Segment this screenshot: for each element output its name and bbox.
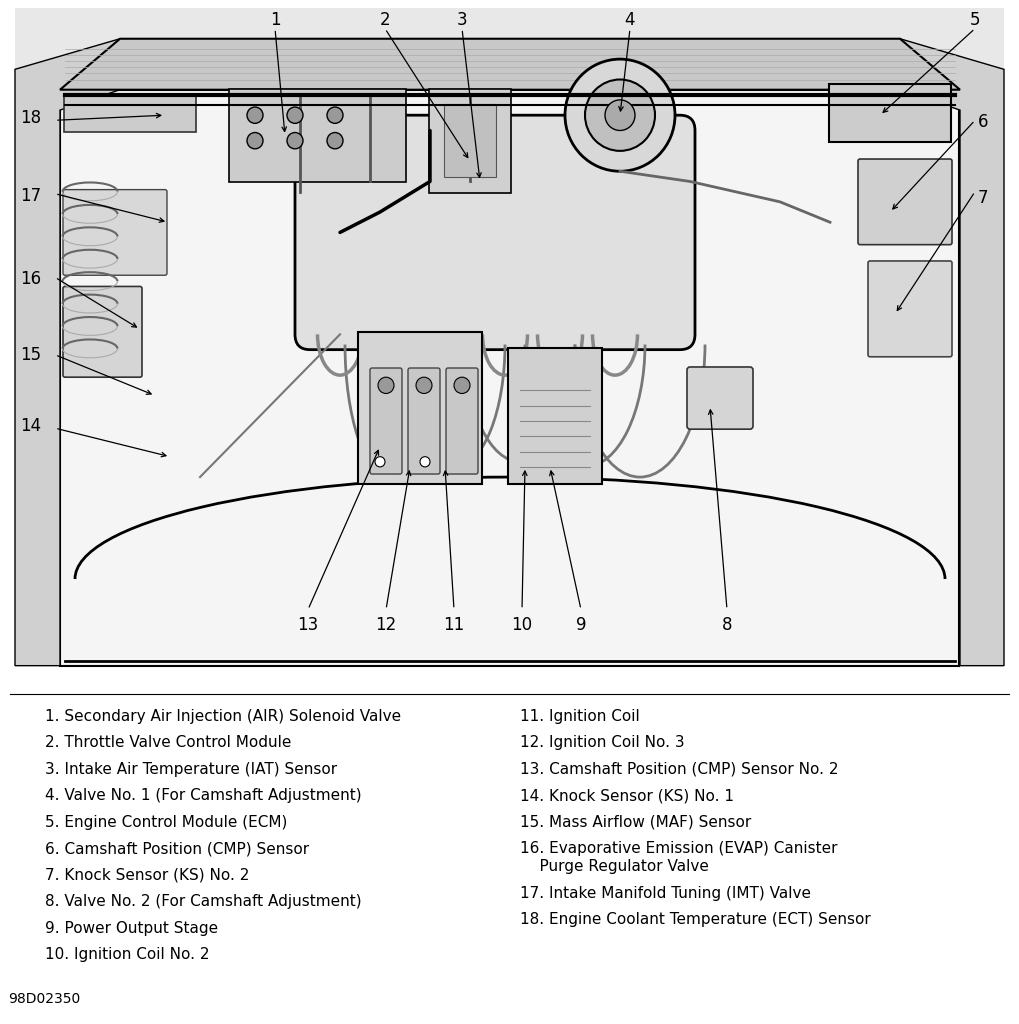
FancyBboxPatch shape bbox=[294, 115, 695, 349]
FancyBboxPatch shape bbox=[63, 189, 167, 275]
FancyBboxPatch shape bbox=[446, 368, 478, 474]
PathPatch shape bbox=[15, 39, 120, 666]
Text: 12. Ignition Coil No. 3: 12. Ignition Coil No. 3 bbox=[520, 735, 685, 751]
FancyBboxPatch shape bbox=[508, 347, 602, 484]
Text: 98D02350: 98D02350 bbox=[8, 992, 81, 1006]
FancyBboxPatch shape bbox=[408, 368, 440, 474]
Text: 4. Valve No. 1 (For Camshaft Adjustment): 4. Valve No. 1 (For Camshaft Adjustment) bbox=[45, 788, 362, 804]
Text: 14. Knock Sensor (KS) No. 1: 14. Knock Sensor (KS) No. 1 bbox=[520, 788, 734, 804]
FancyBboxPatch shape bbox=[858, 159, 952, 245]
Text: 9: 9 bbox=[576, 615, 586, 634]
Circle shape bbox=[416, 377, 432, 393]
Text: 6: 6 bbox=[978, 114, 988, 131]
Text: 11: 11 bbox=[443, 615, 465, 634]
Bar bbox=[60, 90, 959, 666]
FancyBboxPatch shape bbox=[868, 261, 952, 356]
Circle shape bbox=[454, 377, 470, 393]
Text: 17: 17 bbox=[20, 186, 41, 205]
FancyBboxPatch shape bbox=[687, 367, 753, 429]
Text: 7: 7 bbox=[978, 188, 988, 207]
Text: 3: 3 bbox=[457, 11, 468, 30]
Text: 2: 2 bbox=[380, 11, 390, 30]
Text: 13. Camshaft Position (CMP) Sensor No. 2: 13. Camshaft Position (CMP) Sensor No. 2 bbox=[520, 762, 839, 777]
Text: 6. Camshaft Position (CMP) Sensor: 6. Camshaft Position (CMP) Sensor bbox=[45, 842, 309, 856]
Text: 10. Ignition Coil No. 2: 10. Ignition Coil No. 2 bbox=[45, 947, 210, 963]
FancyBboxPatch shape bbox=[358, 333, 482, 484]
FancyBboxPatch shape bbox=[229, 89, 406, 182]
Text: 9. Power Output Stage: 9. Power Output Stage bbox=[45, 921, 218, 936]
Text: 13: 13 bbox=[298, 615, 319, 634]
Circle shape bbox=[565, 59, 675, 171]
Text: 7. Knock Sensor (KS) No. 2: 7. Knock Sensor (KS) No. 2 bbox=[45, 868, 250, 883]
Text: 5. Engine Control Module (ECM): 5. Engine Control Module (ECM) bbox=[45, 815, 287, 830]
FancyBboxPatch shape bbox=[370, 368, 403, 474]
Text: 17. Intake Manifold Tuning (IMT) Valve: 17. Intake Manifold Tuning (IMT) Valve bbox=[520, 886, 811, 901]
FancyBboxPatch shape bbox=[429, 89, 511, 193]
Circle shape bbox=[327, 108, 343, 123]
FancyBboxPatch shape bbox=[64, 94, 196, 131]
FancyBboxPatch shape bbox=[63, 287, 142, 377]
Text: 16. Evaporative Emission (EVAP) Canister: 16. Evaporative Emission (EVAP) Canister bbox=[520, 842, 838, 856]
Circle shape bbox=[287, 132, 303, 148]
Circle shape bbox=[327, 132, 343, 148]
Text: 12: 12 bbox=[375, 615, 396, 634]
Text: 2. Throttle Valve Control Module: 2. Throttle Valve Control Module bbox=[45, 735, 291, 751]
Text: Purge Regulator Valve: Purge Regulator Valve bbox=[520, 859, 709, 874]
Circle shape bbox=[375, 457, 385, 467]
Circle shape bbox=[247, 108, 263, 123]
Text: 10: 10 bbox=[512, 615, 533, 634]
PathPatch shape bbox=[900, 39, 1004, 666]
Text: 8. Valve No. 2 (For Camshaft Adjustment): 8. Valve No. 2 (For Camshaft Adjustment) bbox=[45, 895, 362, 909]
Text: 11. Ignition Coil: 11. Ignition Coil bbox=[520, 709, 640, 724]
PathPatch shape bbox=[60, 39, 960, 90]
Text: 18: 18 bbox=[20, 110, 41, 127]
Text: 14: 14 bbox=[20, 417, 41, 435]
Circle shape bbox=[287, 108, 303, 123]
Text: 16: 16 bbox=[20, 270, 41, 289]
Bar bbox=[15, 8, 1004, 90]
Text: 18. Engine Coolant Temperature (ECT) Sensor: 18. Engine Coolant Temperature (ECT) Sen… bbox=[520, 912, 871, 928]
Text: 3. Intake Air Temperature (IAT) Sensor: 3. Intake Air Temperature (IAT) Sensor bbox=[45, 762, 337, 777]
Text: 5: 5 bbox=[970, 11, 980, 30]
Circle shape bbox=[420, 457, 430, 467]
Circle shape bbox=[605, 100, 635, 130]
Circle shape bbox=[247, 132, 263, 148]
FancyBboxPatch shape bbox=[444, 104, 496, 177]
Text: 1: 1 bbox=[270, 11, 280, 30]
Circle shape bbox=[378, 377, 394, 393]
Text: 4: 4 bbox=[625, 11, 635, 30]
FancyBboxPatch shape bbox=[829, 84, 951, 141]
Text: 15: 15 bbox=[20, 346, 41, 364]
Circle shape bbox=[585, 80, 655, 151]
Text: 1. Secondary Air Injection (AIR) Solenoid Valve: 1. Secondary Air Injection (AIR) Solenoi… bbox=[45, 709, 401, 724]
Text: 8: 8 bbox=[721, 615, 733, 634]
Text: 15. Mass Airflow (MAF) Sensor: 15. Mass Airflow (MAF) Sensor bbox=[520, 815, 751, 830]
